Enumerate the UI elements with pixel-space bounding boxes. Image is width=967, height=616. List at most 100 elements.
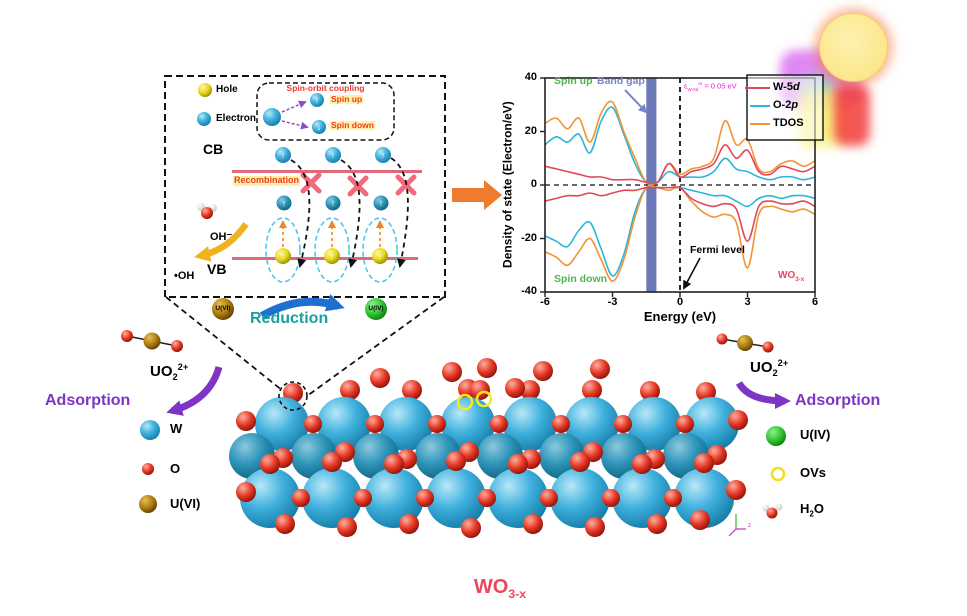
splitting-rest: = 0.05 eV <box>702 81 737 91</box>
uo2-sup: 2+ <box>177 362 189 372</box>
exciton-ellipses <box>265 217 398 283</box>
spin-arrow-glyph: ↑ <box>281 251 286 261</box>
vb-label: VB <box>207 261 227 277</box>
hole-label: Hole <box>216 84 238 95</box>
o-atom <box>726 480 746 500</box>
uvi-sphere <box>212 298 234 320</box>
o-atom <box>260 454 280 474</box>
w-atom <box>317 397 371 451</box>
cb-label: CB <box>203 141 224 157</box>
spin-arrow-glyph: ↓ <box>317 122 322 132</box>
mid-electron <box>325 195 341 211</box>
w-atom <box>240 468 300 528</box>
wo3x-crystal-model <box>229 358 748 538</box>
o-atom <box>477 358 497 378</box>
funnel-line-left <box>165 296 284 392</box>
w-atom <box>565 397 619 451</box>
h2o-molecule-schematic <box>197 203 217 219</box>
dos-legend-tdos: TDOS <box>773 117 804 129</box>
o-atom-icon <box>142 463 154 475</box>
legend-pre: W-5 <box>773 81 793 93</box>
o-atom <box>533 361 553 381</box>
transition-arrows <box>279 220 384 247</box>
w-atom <box>379 397 433 451</box>
dos-material-sub: 3-x <box>795 276 805 283</box>
adsorption-label-left: Adsorption <box>45 392 131 409</box>
dos-xlabel: Energy (eV) <box>643 309 717 324</box>
o-atom <box>570 452 590 472</box>
vb-hole <box>324 248 340 264</box>
o-atom <box>446 451 466 471</box>
legend-h2o-label: H2O <box>800 501 824 519</box>
cb-electron <box>325 147 341 163</box>
legend-uvi-label: U(VI) <box>170 496 201 511</box>
o-atom <box>340 380 360 400</box>
w-atom <box>503 397 557 451</box>
hole-icon <box>198 83 212 97</box>
cb-electron <box>275 147 291 163</box>
w-atom <box>302 468 362 528</box>
footer-base: WO <box>473 576 509 598</box>
w-atom <box>627 397 681 451</box>
adsorption-arrow-right <box>735 381 791 409</box>
o-atom <box>442 362 462 382</box>
legend-it: p <box>791 99 799 111</box>
splitting-sym: ε <box>684 81 688 91</box>
legend-it: d <box>792 81 800 93</box>
to-dos-arrow <box>452 180 502 210</box>
o-atom <box>490 415 508 433</box>
recombination-x-marks <box>300 172 417 197</box>
axes-y-label: y <box>731 503 734 509</box>
dos-splitting-label: εW-5dm = 0.05 eV <box>684 81 737 92</box>
axes-z-label: z <box>748 523 751 529</box>
dos-band-gap-label: Band gap <box>597 75 645 87</box>
soc-spin-down-electron <box>312 120 326 134</box>
o-atom <box>523 514 543 534</box>
spin-arrow-glyph: ↑ <box>331 198 336 208</box>
splitting-sub: W-5d <box>687 87 699 92</box>
soc-box <box>256 82 395 141</box>
uiv-atom-icon <box>766 426 786 446</box>
w-atom-icon <box>140 420 160 440</box>
o-atom <box>384 454 404 474</box>
o-atom <box>461 518 481 538</box>
legend-ovs-label: OVs <box>800 465 827 480</box>
spin-arrow-glyph: ↑ <box>378 251 383 261</box>
uo2-molecule-right <box>716 333 774 353</box>
recombination-arrows <box>290 157 409 268</box>
dos-ytick-label: -20 <box>521 231 537 244</box>
o-atom <box>585 517 605 537</box>
legend-uiv-label: U(IV) <box>800 427 831 442</box>
o-atom <box>505 378 525 398</box>
o-atom <box>402 380 422 400</box>
o-atom <box>399 514 419 534</box>
w-atom <box>488 468 548 528</box>
h2o-2: 2 <box>809 509 814 519</box>
o-atom <box>602 489 620 507</box>
o-atom <box>728 410 748 430</box>
uo2-base: UO <box>750 359 773 376</box>
o-atom <box>275 514 295 534</box>
uvi-atom-icon <box>139 495 157 513</box>
o-atom <box>366 415 384 433</box>
o-atom <box>354 489 372 507</box>
o-atom <box>370 368 390 388</box>
o-atom <box>676 415 694 433</box>
spin-arrow-glyph: ↑ <box>315 95 320 105</box>
spin-arrow-glyph: ↑ <box>282 198 287 208</box>
spin-arrow-glyph: ↑ <box>281 150 286 160</box>
o-atom <box>664 489 682 507</box>
uiv-sphere <box>365 298 387 320</box>
mid-electron <box>373 195 389 211</box>
adsorption-arrow-left <box>166 365 223 416</box>
dos-curves <box>545 100 815 283</box>
legend-w-label: W <box>170 421 183 436</box>
o-atom <box>292 489 310 507</box>
uo2-label-right: UO22+ <box>750 358 788 378</box>
footer-sub: 3-x <box>508 587 527 601</box>
soc-title: Spin-orbit coupling <box>286 83 365 93</box>
electron-label: Electron <box>216 113 257 124</box>
o-atom <box>478 489 496 507</box>
ovs-ring-icon <box>770 466 786 482</box>
